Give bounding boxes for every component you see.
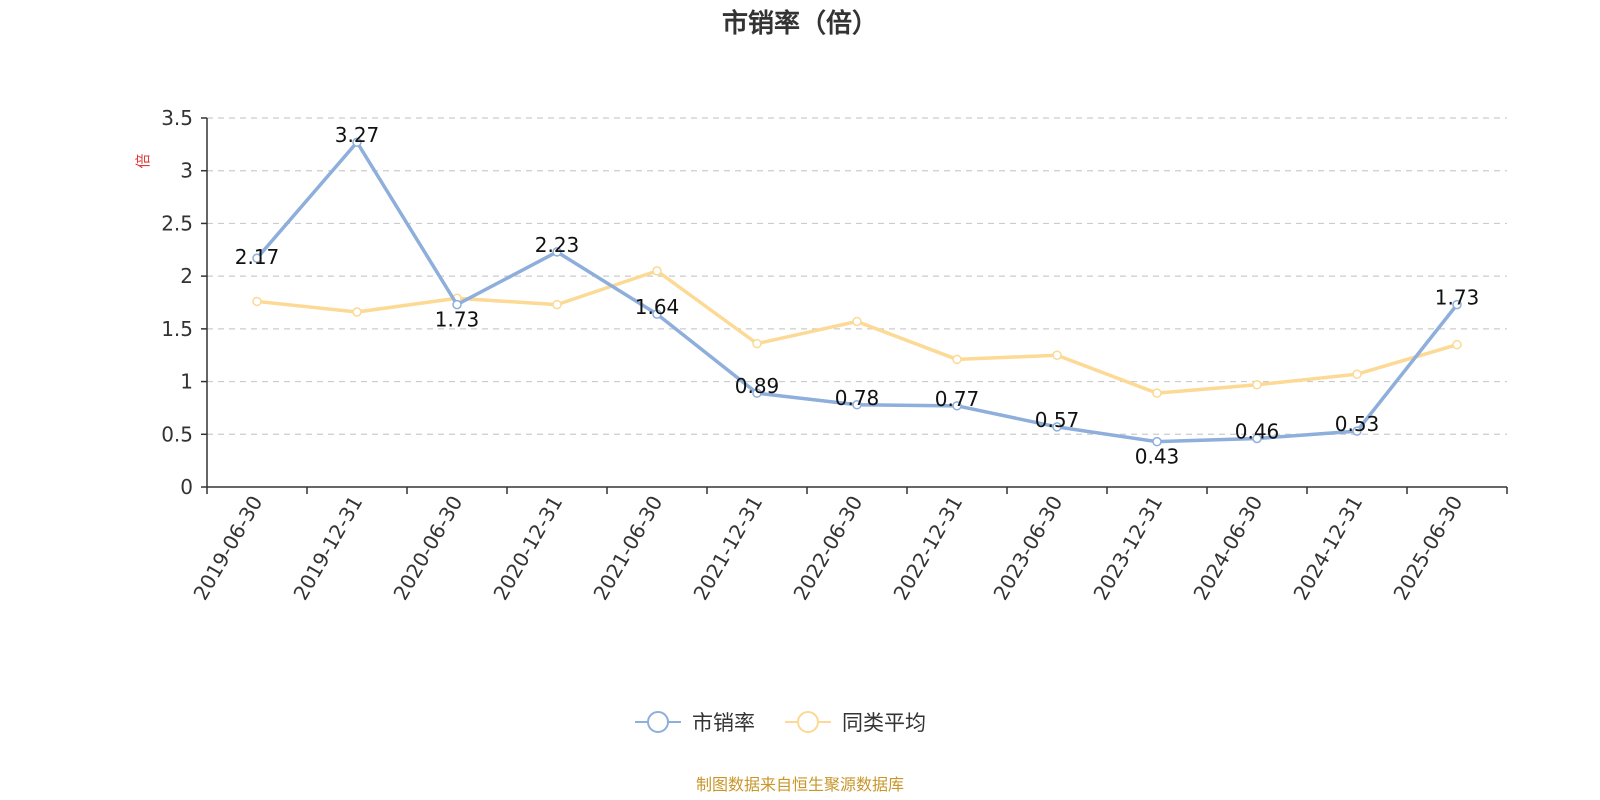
data-point-ps-ratio	[1152, 436, 1162, 447]
x-tick-label: 2019-06-30	[188, 492, 267, 605]
data-label: 2.17	[235, 245, 280, 269]
y-tick-label: 0	[180, 475, 193, 499]
y-axis-unit-label: 倍	[134, 153, 152, 168]
data-point-ps-ratio	[452, 299, 462, 310]
y-tick-label: 0.5	[161, 422, 193, 446]
data-label: 0.89	[735, 374, 780, 398]
data-label: 0.77	[935, 387, 980, 411]
data-label: 0.43	[1135, 445, 1180, 469]
x-tick-label: 2019-12-31	[288, 492, 367, 605]
data-label: 3.27	[335, 123, 380, 147]
data-point-ps-ratio	[1252, 433, 1262, 444]
series-lines	[252, 137, 1462, 447]
data-label: 0.53	[1335, 412, 1380, 436]
legend-marker-peer-average	[797, 711, 819, 733]
axes: 0 0.5 1 1.5 2 2.5 3 3.5 2019-06-30 2019-12-31 2020…	[161, 106, 1508, 605]
y-tick-label: 2.5	[161, 211, 193, 235]
data-point-peer-average	[952, 354, 962, 365]
data-label: 2.23	[535, 233, 580, 257]
data-point-ps-ratio	[552, 247, 562, 257]
x-tick-label: 2024-12-31	[1288, 492, 1367, 605]
source-note: 制图数据来自恒生聚源数据库	[696, 775, 904, 794]
data-point-ps-ratio	[1352, 426, 1362, 436]
data-label: 1.73	[1435, 286, 1480, 310]
x-tick-label: 2023-06-30	[988, 492, 1067, 605]
x-tick-label: 2022-12-31	[888, 492, 967, 605]
data-point-peer-average	[1252, 379, 1262, 390]
data-point-peer-average	[1152, 388, 1162, 398]
data-label: 0.46	[1235, 420, 1280, 444]
series-line-peer-average	[256, 269, 1458, 395]
data-point-ps-ratio	[952, 401, 962, 411]
legend-marker-ps-ratio	[647, 711, 669, 733]
chart-title: 市销率（倍）	[722, 8, 878, 39]
legend-label-ps-ratio: 市销率	[692, 711, 755, 735]
x-tick-label: 2021-12-31	[688, 492, 767, 605]
x-tick-label: 2021-06-30	[588, 492, 667, 605]
x-tick-label: 2023-12-31	[1088, 492, 1167, 605]
data-point-ps-ratio	[652, 309, 662, 319]
legend-label-peer-average: 同类平均	[842, 711, 926, 735]
data-label: 0.57	[1035, 408, 1080, 432]
x-tick-label: 2024-06-30	[1188, 492, 1267, 605]
data-label: 0.78	[835, 386, 880, 410]
data-point-peer-average	[552, 299, 562, 310]
data-point-peer-average	[1452, 339, 1462, 350]
data-point-peer-average	[752, 338, 762, 349]
legend[interactable]: 市销率 同类平均	[635, 711, 926, 735]
data-label: 1.64	[635, 295, 680, 319]
y-tick-label: 2	[180, 264, 193, 288]
data-point-peer-average	[852, 316, 862, 327]
x-tick-label: 2022-06-30	[788, 492, 867, 605]
data-point-ps-ratio	[352, 137, 362, 147]
data-point-peer-average	[1352, 369, 1362, 379]
data-point-ps-ratio	[1452, 299, 1462, 310]
y-tick-label: 3	[180, 159, 193, 183]
y-tick-label: 1	[180, 370, 193, 394]
data-label: 1.73	[435, 308, 480, 332]
x-tick-label: 2025-06-30	[1388, 492, 1467, 605]
data-point-ps-ratio	[1052, 422, 1062, 432]
data-point-ps-ratio	[752, 388, 762, 398]
data-point-ps-ratio	[852, 400, 862, 410]
data-labels: 2.17 3.27 1.73 2.23 1.64 0.89 0.78 0.77 0.57 0.43…	[235, 123, 1480, 468]
data-point-peer-average	[252, 296, 262, 307]
y-tick-label: 3.5	[161, 106, 193, 130]
data-point-peer-average	[652, 266, 662, 276]
data-point-peer-average	[352, 307, 362, 317]
data-point-ps-ratio	[252, 253, 262, 263]
data-point-peer-average	[1052, 350, 1062, 360]
x-tick-label: 2020-06-30	[388, 492, 467, 605]
y-tick-label: 1.5	[161, 317, 193, 341]
x-tick-label: 2020-12-31	[488, 492, 567, 605]
